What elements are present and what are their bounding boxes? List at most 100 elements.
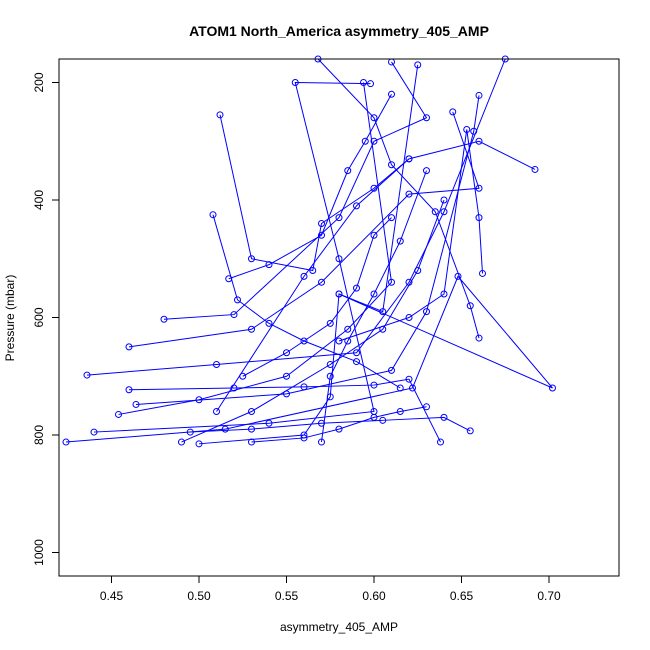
data-point-17-6 xyxy=(437,438,444,446)
data-point-12-5 xyxy=(405,314,413,321)
data-point-13-6 xyxy=(213,408,220,415)
data-point-7-1 xyxy=(132,400,140,408)
data-point-16-6 xyxy=(466,427,474,435)
data-point-11-1 xyxy=(209,211,217,219)
data-point-3-3 xyxy=(318,278,325,286)
data-point-5-5 xyxy=(388,278,395,286)
data-point-3-5 xyxy=(475,184,483,192)
series-line-10 xyxy=(228,94,392,280)
data-point-3-4 xyxy=(405,190,413,198)
data-point-20-6 xyxy=(440,196,448,204)
data-point-15-1 xyxy=(248,438,255,446)
data-point-6-5 xyxy=(291,79,299,86)
series-line-2 xyxy=(86,58,506,376)
data-point-16-5 xyxy=(440,413,448,421)
data-point-13-3 xyxy=(405,155,413,163)
data-point-6-1 xyxy=(90,428,98,436)
data-point-1-3 xyxy=(409,384,416,392)
series-line-13 xyxy=(216,140,536,412)
data-point-2-2 xyxy=(213,361,220,368)
data-point-10-6 xyxy=(388,90,395,98)
data-point-5-4 xyxy=(344,325,352,333)
data-point-1-2 xyxy=(221,425,229,433)
data-point-11-4 xyxy=(300,337,308,345)
data-point-7-2 xyxy=(283,390,290,398)
data-point-20-3 xyxy=(326,361,334,368)
series-line-16 xyxy=(190,416,471,433)
data-point-5-2 xyxy=(195,396,203,404)
data-point-19-2 xyxy=(283,349,290,357)
x-tick-label: 0.70 xyxy=(537,589,561,603)
data-point-12-2 xyxy=(475,214,483,222)
series-line-20 xyxy=(181,199,445,443)
series-line-5 xyxy=(118,82,393,415)
series-line-17 xyxy=(128,378,441,443)
x-tick-label: 0.50 xyxy=(187,589,211,603)
data-point-3-6 xyxy=(449,108,457,116)
data-point-1-5 xyxy=(549,384,556,392)
data-point-18-5 xyxy=(396,237,404,245)
data-point-15-2 xyxy=(300,434,308,442)
data-point-6-4 xyxy=(335,255,343,263)
data-point-11-5 xyxy=(353,358,360,366)
y-tick-label: 800 xyxy=(32,425,46,445)
data-point-16-1 xyxy=(186,428,194,436)
data-point-18-2 xyxy=(326,372,334,380)
data-point-14-2 xyxy=(370,114,378,122)
plot-points-group xyxy=(62,55,556,448)
data-point-18-4 xyxy=(370,290,378,298)
data-point-3-2 xyxy=(248,325,255,333)
data-point-13-4 xyxy=(353,202,360,210)
data-point-20-1 xyxy=(178,438,185,446)
y-tick-label: 1000 xyxy=(32,539,46,566)
data-point-15-3 xyxy=(335,425,343,433)
data-point-19-1 xyxy=(239,372,247,380)
data-point-2-4 xyxy=(405,278,413,286)
y-tick-label: 400 xyxy=(32,190,46,210)
series-line-4 xyxy=(163,61,428,320)
data-point-13-5 xyxy=(300,272,308,280)
data-point-9-1 xyxy=(216,111,224,119)
plot-lines-group xyxy=(65,58,553,445)
data-point-13-2 xyxy=(475,137,483,145)
data-point-19-3 xyxy=(326,319,334,327)
data-point-11-3 xyxy=(265,319,273,327)
data-point-6-2 xyxy=(265,419,273,427)
data-point-8-5 xyxy=(379,308,387,316)
data-point-17-4 xyxy=(370,381,378,389)
series-line-7 xyxy=(135,95,480,405)
data-point-15-6 xyxy=(423,403,430,411)
data-point-11-2 xyxy=(234,296,241,304)
x-tick-label: 0.60 xyxy=(362,589,386,603)
data-point-14-5 xyxy=(466,302,474,310)
data-point-18-6 xyxy=(423,167,430,175)
data-point-20-4 xyxy=(379,325,387,333)
data-point-17-2 xyxy=(230,384,238,392)
data-point-6-6 xyxy=(367,80,374,88)
data-point-11-6 xyxy=(396,384,404,392)
x-tick-label: 0.55 xyxy=(275,589,299,603)
series-line-11 xyxy=(212,214,401,389)
data-point-12-4 xyxy=(440,290,448,298)
data-point-14-4 xyxy=(431,208,439,216)
series-line-12 xyxy=(338,129,483,342)
chart-title: ATOM1 North_America asymmetry_405_AMP xyxy=(189,23,489,39)
data-point-12-6 xyxy=(335,337,343,345)
data-point-10-2 xyxy=(265,261,273,269)
data-point-17-1 xyxy=(125,386,133,394)
series-line-19 xyxy=(242,217,392,377)
data-point-8-3 xyxy=(326,393,334,401)
data-point-7-4 xyxy=(423,308,430,316)
data-point-2-5 xyxy=(440,208,448,216)
data-point-8-4 xyxy=(335,290,343,298)
series-line-9 xyxy=(219,114,410,272)
data-point-10-5 xyxy=(361,137,369,145)
data-point-8-6 xyxy=(414,61,422,69)
y-axis-label: Pressure (mbar) xyxy=(3,275,17,362)
data-point-2-1 xyxy=(83,371,91,379)
data-point-19-6 xyxy=(388,214,395,222)
data-point-7-5 xyxy=(470,127,478,135)
series-line-15 xyxy=(251,406,427,443)
data-point-2-3 xyxy=(353,349,360,357)
